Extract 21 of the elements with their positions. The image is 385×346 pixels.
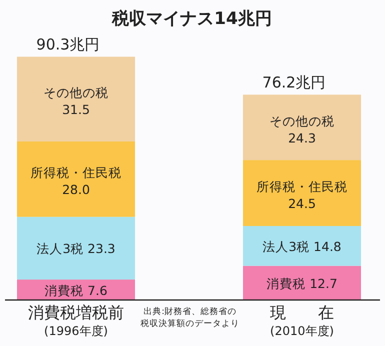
- data-label: 31.5: [62, 102, 90, 118]
- data-label: 24.3: [288, 130, 316, 146]
- series-label: その他の税: [270, 113, 334, 128]
- source-note: 出典:財務省、総務省の税収決算額のデータより: [140, 306, 240, 329]
- total-label: 90.3兆円: [36, 36, 100, 54]
- bar: [17, 216, 135, 280]
- bar: [243, 94, 361, 160]
- text: 所得税・住民税: [256, 179, 348, 194]
- series-label: 所得税・住民税: [30, 165, 122, 180]
- data-label: 24.5: [288, 196, 316, 212]
- bar: [243, 266, 361, 300]
- text: その他の税: [44, 85, 108, 100]
- x-tick-label: 現 在 (2010年度): [270, 303, 334, 338]
- bar: [243, 160, 361, 226]
- bar: [17, 142, 135, 217]
- bar: [243, 226, 361, 266]
- bar: [17, 56, 135, 142]
- total-label: 76.2兆円: [262, 74, 326, 92]
- chart-title: 税収マイナス14兆円: [111, 9, 272, 29]
- data-label: 28.0: [62, 182, 90, 198]
- x-tick-label: 消費税増税前 (1996年度): [28, 303, 124, 338]
